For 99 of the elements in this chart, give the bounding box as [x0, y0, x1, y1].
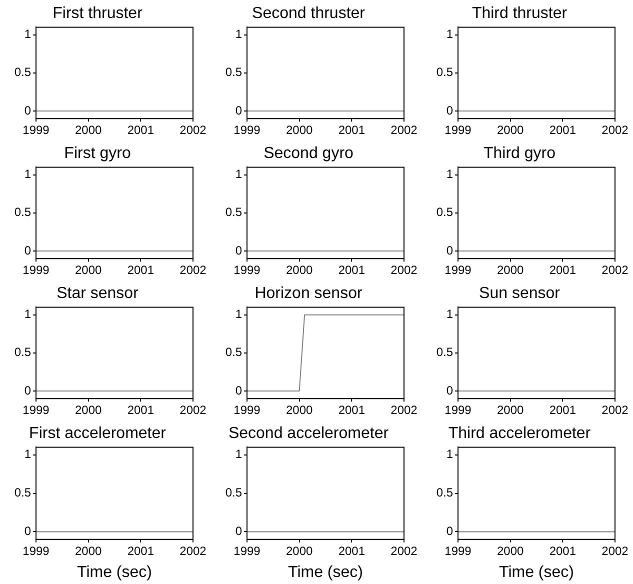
x-tick-label: 2000 [74, 544, 102, 558]
x-tick-label: 2000 [74, 403, 102, 418]
chart-title: Third accelerometer [448, 425, 592, 442]
y-tick-label: 0.5 [14, 65, 32, 80]
y-tick-label: 0 [446, 524, 454, 538]
y-tick-label: 0 [235, 103, 242, 118]
x-tick-label: 1999 [234, 123, 261, 138]
chart-title: First thruster [52, 5, 144, 22]
x-tick-label: 2002 [390, 123, 418, 138]
y-tick-label: 1 [446, 447, 454, 462]
x-tick-label: 2002 [180, 123, 207, 138]
x-tick-label: 2000 [496, 123, 524, 138]
x-tick-label: 1999 [234, 403, 261, 418]
chart-title: Second accelerometer [228, 425, 390, 442]
y-tick-label: 0 [446, 383, 454, 398]
x-tick-label: 1999 [234, 544, 261, 558]
x-tick-label: 2001 [127, 544, 154, 558]
y-tick-label: 0 [24, 103, 32, 118]
y-tick-label: 1 [24, 27, 32, 42]
y-tick-label: 1 [235, 307, 242, 322]
x-tick-label: 2001 [127, 123, 154, 138]
y-tick-label: 0.5 [436, 205, 454, 220]
x-tick-label: 2000 [74, 123, 102, 138]
x-tick-label: 2000 [286, 544, 314, 558]
y-tick-label: 0.5 [225, 205, 242, 220]
x-tick-label: 2002 [390, 544, 418, 558]
x-tick-label: 2002 [602, 403, 629, 418]
x-tick-label: 2002 [390, 263, 418, 278]
x-tick-label: 1999 [444, 123, 472, 138]
x-axis-title: Time (sec) [77, 564, 152, 581]
chart-title: First gyro [64, 145, 131, 162]
y-tick-label: 1 [235, 27, 242, 42]
x-tick-label: 1999 [234, 263, 261, 278]
x-tick-label: 1999 [22, 403, 50, 418]
x-tick-label: 2002 [602, 544, 629, 558]
chart-title: Third thruster [472, 5, 568, 22]
chart-title: Second thruster [252, 5, 366, 22]
x-tick-label: 2002 [602, 123, 629, 138]
y-tick-label: 1 [235, 167, 242, 182]
x-tick-label: 1999 [22, 544, 50, 558]
y-tick-label: 1 [24, 167, 32, 182]
y-tick-label: 0.5 [436, 486, 454, 500]
x-axis-title: Time (sec) [499, 564, 574, 581]
y-tick-label: 0.5 [14, 345, 32, 360]
y-tick-label: 0.5 [225, 65, 242, 80]
x-tick-label: 2001 [127, 263, 154, 278]
x-tick-label: 2002 [390, 403, 418, 418]
x-tick-label: 2001 [338, 123, 366, 138]
chart-title: Star sensor [56, 285, 140, 302]
x-tick-label: 2002 [180, 544, 207, 558]
x-tick-label: 2001 [127, 403, 154, 418]
y-tick-label: 0 [235, 243, 242, 258]
x-tick-label: 2000 [496, 403, 524, 418]
x-tick-label: 1999 [444, 544, 472, 558]
x-tick-label: 2001 [549, 403, 576, 418]
y-tick-label: 0.5 [436, 345, 454, 360]
x-tick-label: 2002 [180, 403, 207, 418]
y-tick-label: 0 [235, 524, 242, 538]
y-tick-label: 0 [24, 243, 32, 258]
x-tick-label: 2002 [602, 263, 629, 278]
x-tick-label: 2000 [496, 544, 524, 558]
x-tick-label: 2001 [549, 123, 576, 138]
chart-title: First accelerometer [29, 425, 167, 442]
y-tick-label: 1 [446, 27, 454, 42]
y-tick-label: 0.5 [225, 345, 242, 360]
y-tick-label: 0 [446, 243, 454, 258]
chart-title: Second gyro [264, 145, 354, 162]
y-tick-label: 1 [24, 307, 32, 322]
y-tick-label: 0.5 [14, 486, 32, 500]
chart-title: Third gyro [483, 145, 556, 162]
x-tick-label: 2001 [549, 544, 576, 558]
x-tick-label: 2002 [180, 263, 207, 278]
x-tick-label: 1999 [22, 123, 50, 138]
x-tick-label: 2001 [549, 263, 576, 278]
y-tick-label: 0 [235, 383, 242, 398]
x-tick-label: 2000 [286, 123, 314, 138]
y-tick-label: 0.5 [436, 65, 454, 80]
y-tick-label: 0.5 [225, 486, 242, 500]
x-tick-label: 1999 [22, 263, 50, 278]
x-tick-label: 2001 [338, 544, 366, 558]
x-axis-title: Time (sec) [288, 564, 363, 581]
y-tick-label: 1 [24, 447, 32, 462]
chart-title: Sun sensor [479, 285, 561, 302]
y-tick-label: 0 [446, 103, 454, 118]
x-tick-label: 2001 [338, 263, 366, 278]
y-tick-label: 1 [235, 447, 242, 462]
y-tick-label: 1 [446, 167, 454, 182]
x-tick-label: 2000 [74, 263, 102, 278]
x-tick-label: 2000 [286, 263, 314, 278]
x-tick-label: 2000 [286, 403, 314, 418]
x-tick-label: 1999 [444, 263, 472, 278]
x-tick-label: 2000 [496, 263, 524, 278]
chart-title: Horizon sensor [254, 285, 363, 302]
y-tick-label: 0 [24, 524, 32, 538]
y-tick-label: 0.5 [14, 205, 32, 220]
y-tick-label: 0 [24, 383, 32, 398]
x-tick-label: 1999 [444, 403, 472, 418]
y-tick-label: 1 [446, 307, 454, 322]
x-tick-label: 2001 [338, 403, 366, 418]
